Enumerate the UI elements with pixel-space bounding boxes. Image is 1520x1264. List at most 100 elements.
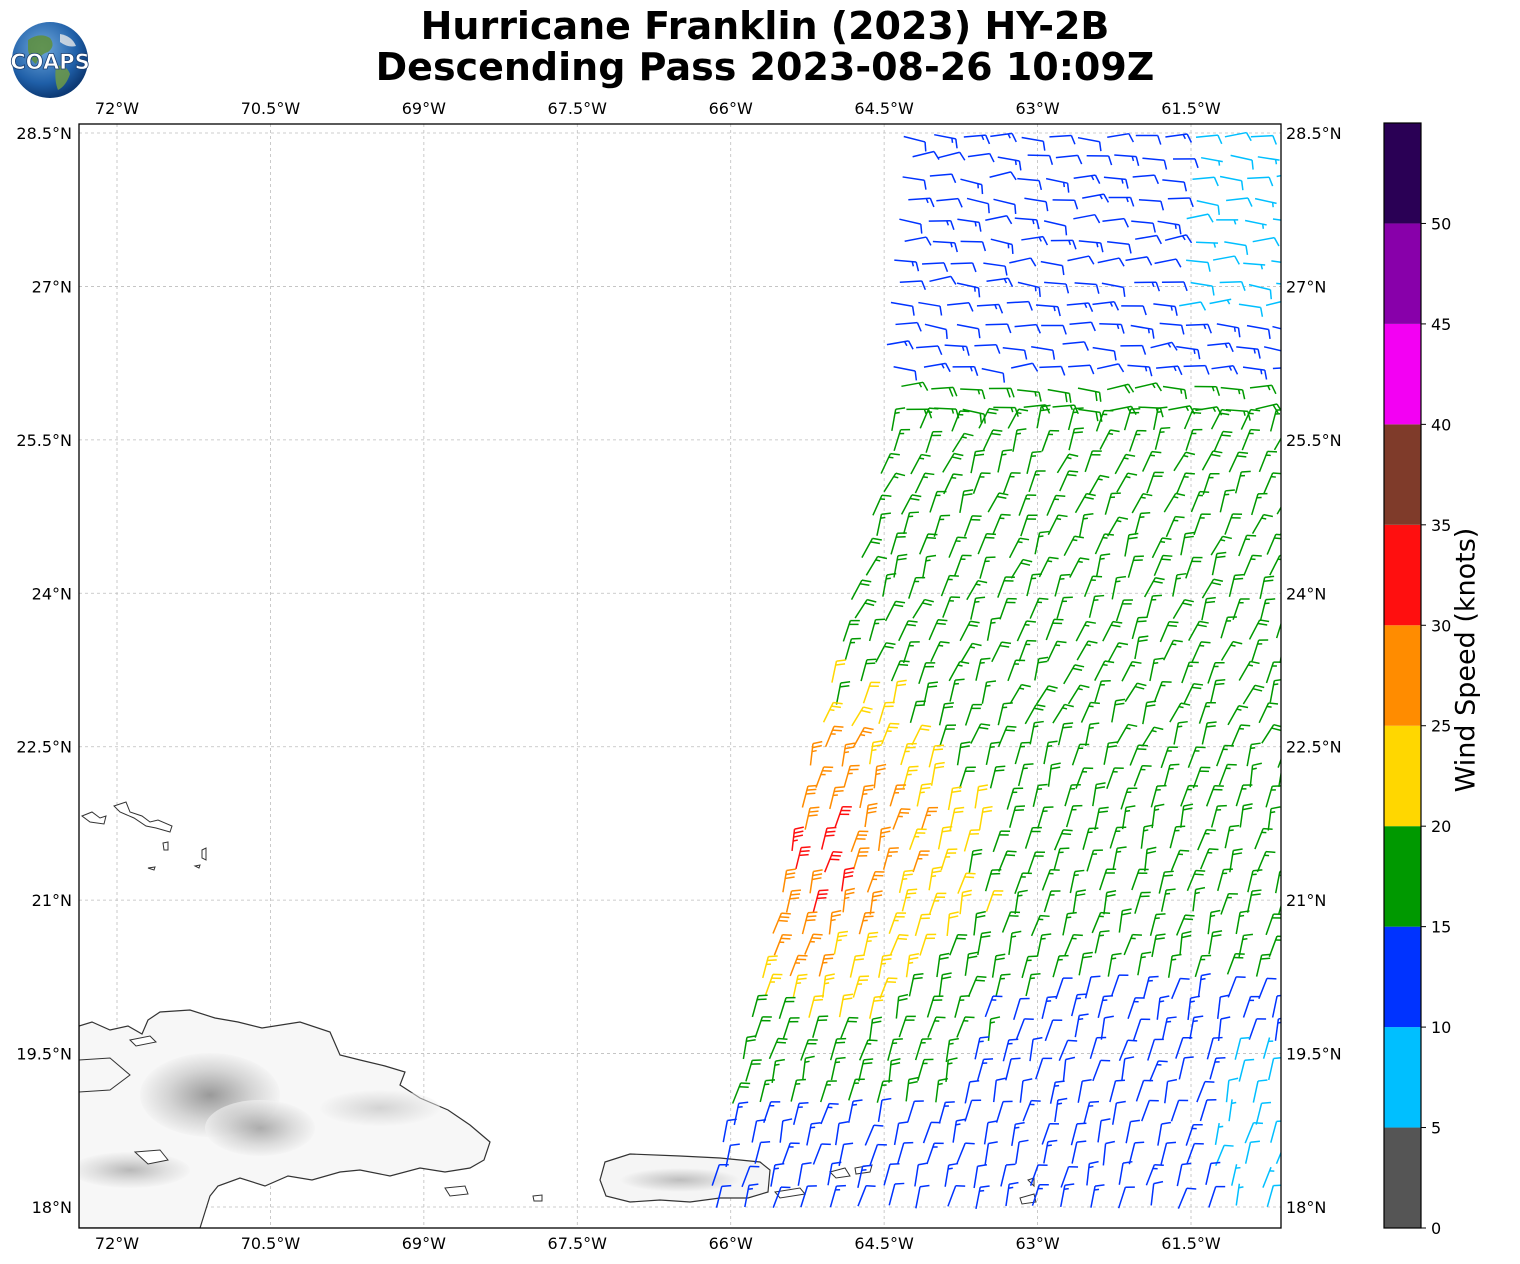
colorbar-tick-label: 45 xyxy=(1431,315,1451,334)
wind-barb xyxy=(1017,281,1041,297)
wind-barb xyxy=(1074,1013,1089,1038)
wind-barb xyxy=(960,178,984,195)
wind-barb xyxy=(1094,533,1114,555)
wind-barb xyxy=(841,742,856,767)
wind-barb xyxy=(1005,1057,1021,1081)
wind-barb xyxy=(997,156,1022,171)
wind-barb xyxy=(1153,554,1173,577)
wind-barb xyxy=(1160,746,1178,769)
wind-barb xyxy=(891,407,906,432)
wind-barb xyxy=(1173,720,1188,745)
wind-barb xyxy=(1083,1100,1100,1124)
wind-barb xyxy=(1028,470,1046,493)
wind-barb xyxy=(858,911,875,935)
wind-barb xyxy=(1114,154,1140,166)
colorbar-bin xyxy=(1384,524,1421,626)
wind-barb xyxy=(1088,474,1110,496)
wind-barb xyxy=(844,637,861,661)
wind-barb xyxy=(862,681,881,704)
wind-barb xyxy=(899,280,927,291)
wind-barb xyxy=(829,786,845,810)
wind-barb xyxy=(915,1184,930,1209)
lon-tick-label-bottom: 72°W xyxy=(95,1234,139,1253)
wind-barb xyxy=(1149,657,1164,682)
wind-barb xyxy=(1219,175,1244,191)
wind-barb xyxy=(1186,1142,1204,1165)
wind-barb xyxy=(801,784,818,808)
wind-barb xyxy=(931,386,958,397)
wind-barb xyxy=(804,933,823,955)
wind-barb xyxy=(1031,1184,1049,1206)
wind-barb xyxy=(991,953,1006,978)
wind-barb xyxy=(923,362,951,373)
wind-barb xyxy=(1073,213,1101,224)
wind-barb xyxy=(1044,281,1070,294)
wind-barb xyxy=(1131,616,1148,640)
wind-barb xyxy=(1224,241,1249,256)
wind-barb xyxy=(901,381,929,391)
wind-barb xyxy=(1135,134,1162,145)
wind-barb xyxy=(1167,953,1182,978)
wind-barb xyxy=(973,910,986,936)
wind-barb xyxy=(970,596,986,620)
wind-barb xyxy=(1062,341,1090,351)
wind-barb xyxy=(1265,661,1281,684)
wind-barb xyxy=(1180,531,1195,556)
wind-barb xyxy=(1014,323,1041,334)
wind-barb xyxy=(809,869,823,894)
wind-barb xyxy=(742,1035,757,1060)
lat-tick-label-right: 22.5°N xyxy=(1286,738,1342,757)
wind-barb xyxy=(859,784,874,809)
wind-barb xyxy=(890,660,910,682)
colorbar-tick-label: 5 xyxy=(1431,1119,1441,1138)
wind-barb xyxy=(1044,1019,1063,1042)
wind-barb xyxy=(1208,1185,1226,1208)
wind-barb xyxy=(908,828,927,851)
wind-barb xyxy=(1177,1187,1197,1209)
wind-barb xyxy=(1064,783,1081,807)
wind-barb xyxy=(770,1162,785,1187)
wind-barb xyxy=(938,151,966,161)
wind-barb xyxy=(886,340,914,350)
wind-barb xyxy=(953,554,972,577)
colorbar-bin xyxy=(1384,323,1421,425)
wind-barb xyxy=(863,931,879,956)
wind-barb xyxy=(1017,389,1042,402)
wind-barb xyxy=(978,407,999,429)
wind-barb xyxy=(1037,806,1054,829)
wind-barb xyxy=(1030,914,1050,937)
wind-barb xyxy=(1255,1101,1272,1125)
wind-barb xyxy=(1107,241,1132,254)
wind-barb xyxy=(1132,1018,1151,1041)
wind-barb xyxy=(1238,660,1260,681)
wind-barb xyxy=(1187,746,1206,768)
wind-barb xyxy=(1019,1078,1033,1103)
wind-barb xyxy=(1254,827,1273,850)
wind-barb xyxy=(864,802,878,828)
wind-barb xyxy=(1153,303,1178,316)
wind-barb xyxy=(1077,136,1102,152)
wind-barb xyxy=(1118,908,1132,933)
wind-barb xyxy=(1102,217,1129,228)
wind-barb xyxy=(1009,683,1031,704)
wind-barb xyxy=(1050,239,1077,250)
wind-barb xyxy=(1150,784,1167,808)
wind-barb xyxy=(797,1162,812,1186)
wind-barb xyxy=(1196,1080,1215,1103)
wind-barb xyxy=(1243,262,1266,270)
wind-barb xyxy=(1277,757,1281,768)
wind-barb xyxy=(1173,451,1196,472)
wind-barb xyxy=(944,1162,959,1187)
wind-barb xyxy=(1117,1186,1135,1209)
wind-barb xyxy=(973,1163,988,1189)
wind-barb xyxy=(1083,575,1103,598)
wind-barb xyxy=(1251,639,1269,662)
wind-barb xyxy=(768,1037,788,1060)
wind-barb xyxy=(1213,430,1233,452)
wind-barbs xyxy=(711,131,1281,1209)
wind-barb xyxy=(997,449,1013,473)
wind-barb xyxy=(1226,197,1253,207)
colorbar-tick-label: 35 xyxy=(1431,516,1451,535)
wind-barb xyxy=(1227,704,1249,726)
wind-barb xyxy=(940,574,959,597)
